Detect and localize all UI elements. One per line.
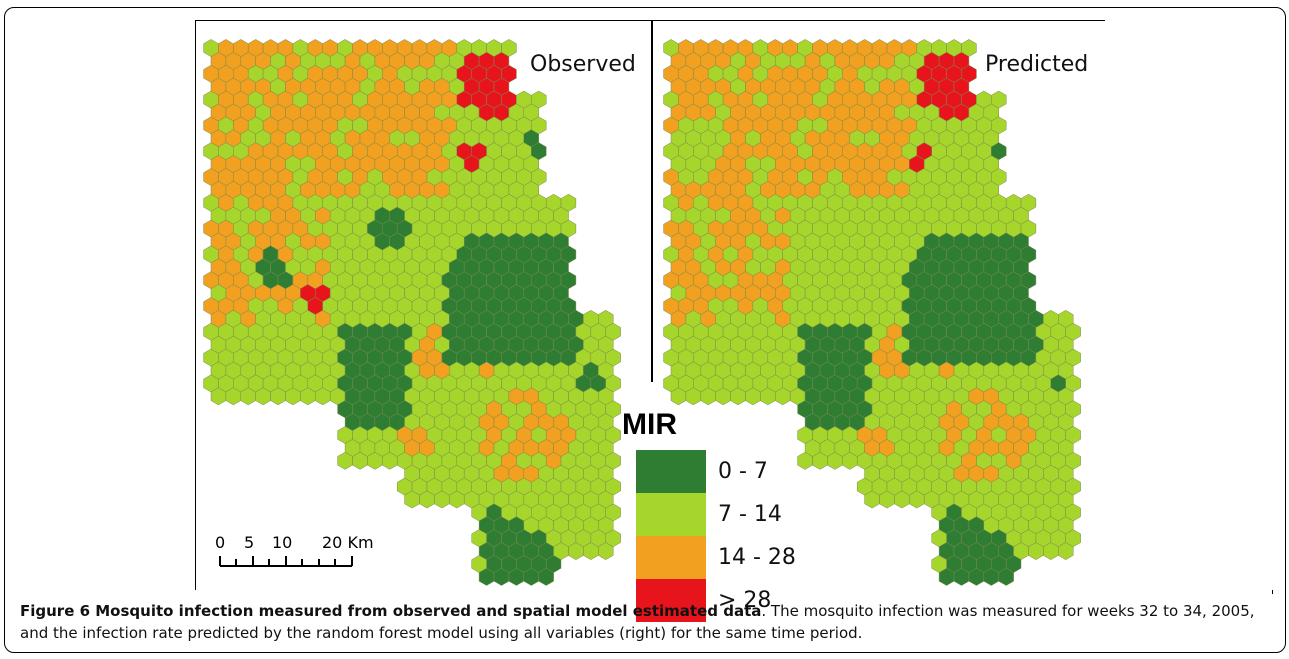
figure-title: Figure 6 Mosquito infection measured fro… bbox=[20, 602, 762, 620]
legend-item: 0 - 7 bbox=[636, 450, 796, 493]
legend-swatch bbox=[636, 493, 706, 536]
figure-caption: Figure 6 Mosquito infection measured fro… bbox=[20, 600, 1275, 644]
scale-tick-label: 20 Km bbox=[322, 533, 374, 552]
observed-label: Observed bbox=[530, 52, 636, 77]
hex-cell bbox=[998, 568, 1014, 586]
legend-label: > 28 bbox=[718, 588, 772, 613]
scale-bar: 0 5 10 20 Km bbox=[215, 533, 374, 567]
map-left-border bbox=[195, 20, 196, 590]
legend-item: 14 - 28 bbox=[636, 536, 796, 579]
legend: 0 - 7 7 - 14 14 - 28 > 28 bbox=[636, 450, 796, 622]
legend-title: MIR bbox=[622, 408, 677, 441]
caption-text: . The mosquito infection was measured fo… bbox=[20, 602, 1255, 642]
observed-map bbox=[203, 39, 621, 586]
legend-item: > 28 bbox=[636, 579, 796, 622]
legend-label: 7 - 14 bbox=[718, 502, 782, 527]
legend-label: 14 - 28 bbox=[718, 545, 796, 570]
legend-label: 0 - 7 bbox=[718, 459, 768, 484]
scale-tick-label: 5 bbox=[244, 533, 254, 552]
corner-mark bbox=[1272, 590, 1273, 594]
scale-tick-label: 10 bbox=[272, 533, 292, 552]
scale-tick-label: 0 bbox=[215, 533, 225, 552]
hex-cell bbox=[598, 542, 614, 560]
scale-bar-line bbox=[219, 556, 353, 567]
hex-cell bbox=[538, 568, 554, 586]
legend-swatch bbox=[636, 579, 706, 622]
map-top-border bbox=[195, 20, 1105, 21]
hex-cell bbox=[1058, 542, 1074, 560]
predicted-map bbox=[663, 39, 1081, 586]
legend-item: 7 - 14 bbox=[636, 493, 796, 536]
hex-map-canvas bbox=[203, 39, 1081, 586]
predicted-label: Predicted bbox=[985, 52, 1089, 77]
legend-swatch bbox=[636, 450, 706, 493]
figure-frame bbox=[4, 7, 1286, 653]
panel-divider bbox=[651, 20, 653, 382]
legend-swatch bbox=[636, 536, 706, 579]
